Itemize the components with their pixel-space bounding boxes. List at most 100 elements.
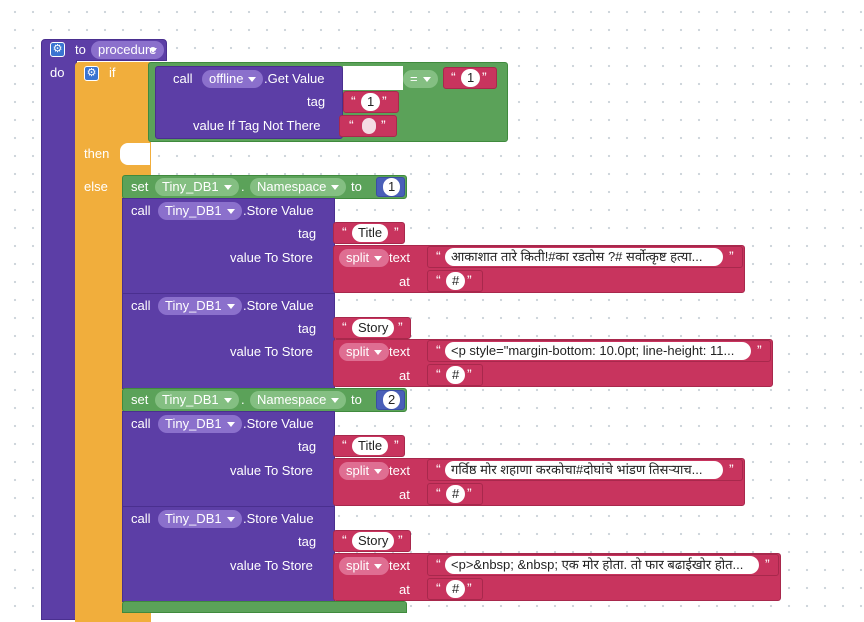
store-tag-close-quote-4: ” <box>398 532 403 548</box>
split-text-close-quote-1: ” <box>729 248 734 264</box>
store-tag-label-1: tag <box>298 226 317 241</box>
split-dropdown-2[interactable]: split <box>339 343 390 361</box>
number-field-1[interactable]: 1 <box>383 178 401 196</box>
store-component-name-1: Tiny_DB1 <box>165 203 222 218</box>
get-value-tag-label: tag <box>307 94 326 109</box>
set-property-name-1: Namespace <box>257 179 327 194</box>
store-component-dropdown-2[interactable]: Tiny_DB1 <box>158 297 242 315</box>
set-to-label-1: to <box>351 179 362 194</box>
split-at-label-4: at <box>399 582 410 597</box>
split-text-label-3: text <box>389 463 410 478</box>
then-label: then <box>84 146 110 161</box>
store-method-label-3: .Store Value <box>243 416 314 431</box>
procedure-to-keyword: to <box>75 42 86 57</box>
store-tag-field-3[interactable]: Title <box>352 437 389 455</box>
set-property-dropdown-1[interactable]: Namespace <box>250 178 347 196</box>
split-at-open-quote-1: “ <box>436 272 441 288</box>
split-dropdown-3[interactable]: split <box>339 462 390 480</box>
store-tag-field-1[interactable]: Title <box>352 224 389 242</box>
store-tag-label-2: tag <box>298 321 317 336</box>
get-value-call-label: call <box>173 71 193 86</box>
store-call-label-3: call <box>131 416 151 431</box>
split-text-close-quote-2: ” <box>757 342 762 358</box>
set-component-dropdown-2[interactable]: Tiny_DB1 <box>155 391 239 409</box>
store-value-label-2: value To Store <box>230 344 313 359</box>
split-text-label-1: text <box>389 250 410 265</box>
split-dropdown-1[interactable]: split <box>339 249 390 267</box>
split-at-open-quote-4: “ <box>436 580 441 596</box>
split-at-close-quote-1: ” <box>467 272 472 288</box>
split-label-2: split <box>346 344 370 359</box>
store-component-name-2: Tiny_DB1 <box>165 298 222 313</box>
store-value-label-4: value To Store <box>230 558 313 573</box>
store-tag-close-quote-3: ” <box>394 437 399 453</box>
split-text-close-quote-4: ” <box>765 556 770 572</box>
store-tag-field-2[interactable]: Story <box>352 319 395 337</box>
compare-operator: = <box>410 71 418 86</box>
store-value-label-3: value To Store <box>230 463 313 478</box>
compare-close-quote: ” <box>482 69 487 85</box>
split-label-3: split <box>346 463 370 478</box>
split-at-close-quote-3: ” <box>467 485 472 501</box>
get-value-notch <box>343 66 403 90</box>
procedure-gear-icon[interactable]: ⚙ <box>50 42 65 57</box>
set-label-1: set <box>131 179 149 194</box>
default-open-quote: “ <box>349 117 354 133</box>
split-at-field-4[interactable]: # <box>446 580 466 598</box>
split-at-field-2[interactable]: # <box>446 366 466 384</box>
store-tag-open-quote-3: “ <box>342 437 347 453</box>
split-at-label-1: at <box>399 274 410 289</box>
store-component-dropdown-3[interactable]: Tiny_DB1 <box>158 415 242 433</box>
store-method-label-4: .Store Value <box>243 511 314 526</box>
store-component-dropdown-1[interactable]: Tiny_DB1 <box>158 202 242 220</box>
store-method-label-2: .Store Value <box>243 298 314 313</box>
split-text-field-4[interactable]: <p>&nbsp; &nbsp; एक मोर होता. तो फार बढा… <box>445 556 759 574</box>
store-call-label-4: call <box>131 511 151 526</box>
set-property-dropdown-2[interactable]: Namespace <box>250 391 347 409</box>
store-component-dropdown-4[interactable]: Tiny_DB1 <box>158 510 242 528</box>
number-field-2[interactable]: 2 <box>383 391 401 409</box>
store-call-label-1: call <box>131 203 151 218</box>
procedure-do-label: do <box>50 65 65 80</box>
if-label: if <box>109 65 116 80</box>
store-value-label-1: value To Store <box>230 250 313 265</box>
compare-value-field[interactable]: 1 <box>461 69 481 87</box>
split-text-field-3[interactable]: गर्विष्ठ मोर शहाणा करकोचा#दोघांचे भांडण … <box>445 461 723 479</box>
set-label-2: set <box>131 392 149 407</box>
default-close-quote: ” <box>381 117 386 133</box>
get-value-tag-field[interactable]: 1 <box>361 93 381 111</box>
store-method-label-1: .Store Value <box>243 203 314 218</box>
store-tag-open-quote-2: “ <box>342 319 347 335</box>
split-at-open-quote-3: “ <box>436 485 441 501</box>
split-text-label-2: text <box>389 344 410 359</box>
set-dot-1: . <box>241 179 245 194</box>
split-dropdown-4[interactable]: split <box>339 557 390 575</box>
split-label-4: split <box>346 558 370 573</box>
set-namespace-block-3-partial[interactable] <box>122 601 407 613</box>
split-at-field-1[interactable]: # <box>446 272 466 290</box>
compare-operator-dropdown[interactable]: = <box>403 70 438 88</box>
split-text-field-2[interactable]: <p style="margin-bottom: 10.0pt; line-he… <box>445 342 751 360</box>
split-at-close-quote-4: ” <box>467 580 472 596</box>
get-value-default-label: value If Tag Not There <box>193 118 321 133</box>
store-component-name-4: Tiny_DB1 <box>165 511 222 526</box>
store-component-name-3: Tiny_DB1 <box>165 416 222 431</box>
procedure-name-field[interactable]: procedure <box>91 41 164 59</box>
tag-close-quote: ” <box>382 93 387 109</box>
if-gear-icon[interactable]: ⚙ <box>84 66 99 81</box>
store-tag-field-4[interactable]: Story <box>352 532 395 550</box>
split-text-field-1[interactable]: आकाशात तारे किती!#का रडतोस ?# सर्वोत्कृष… <box>445 248 723 266</box>
then-empty-slot[interactable] <box>120 143 150 165</box>
set-dot-2: . <box>241 392 245 407</box>
set-component-dropdown-1[interactable]: Tiny_DB1 <box>155 178 239 196</box>
offline-component-dropdown[interactable]: offline <box>202 70 264 88</box>
tag-open-quote: “ <box>351 93 356 109</box>
get-value-method-label: .Get Value <box>264 71 325 86</box>
split-at-close-quote-2: ” <box>467 366 472 382</box>
else-label: else <box>84 179 108 194</box>
split-at-label-2: at <box>399 368 410 383</box>
split-at-field-3[interactable]: # <box>446 485 466 503</box>
get-value-default-field[interactable] <box>362 118 376 134</box>
store-tag-close-quote-2: ” <box>398 319 403 335</box>
